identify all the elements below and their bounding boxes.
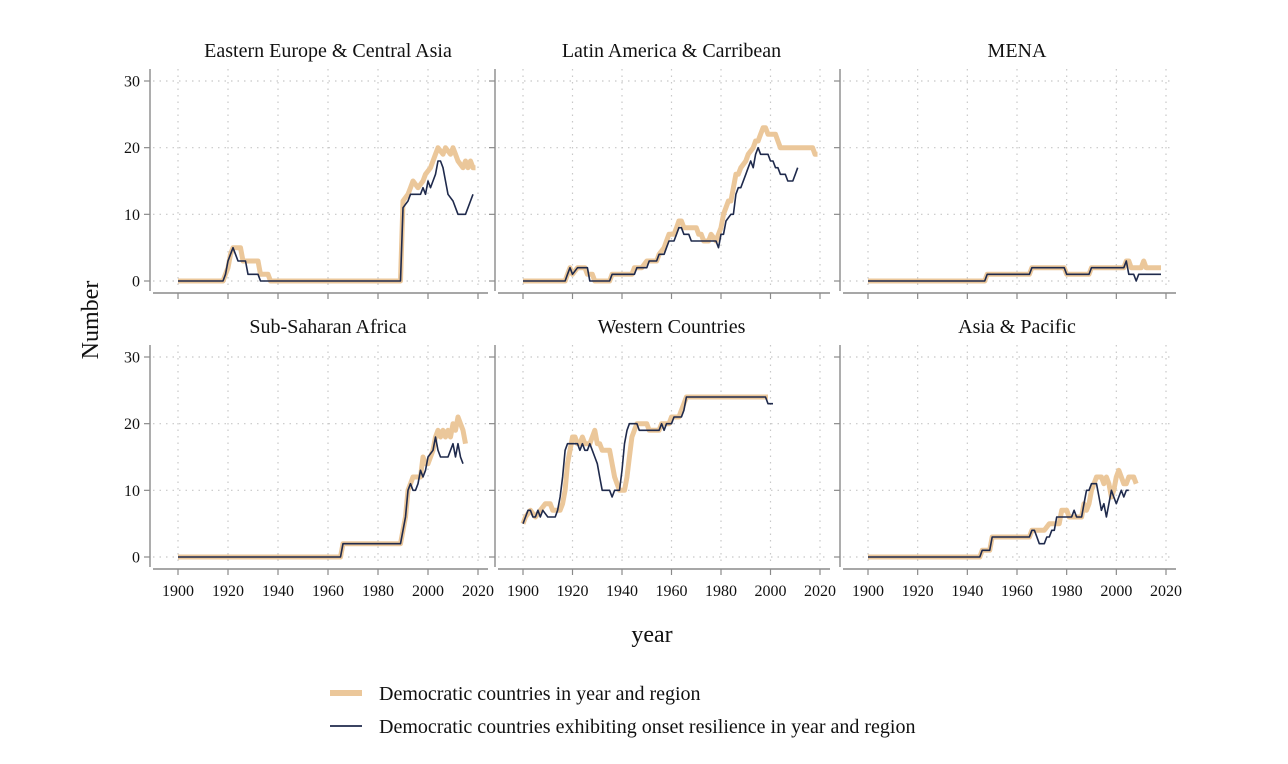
legend-label-total: Democratic countries in year and region bbox=[379, 683, 701, 705]
legend-label-resilient: Democratic countries exhibiting onset re… bbox=[379, 716, 915, 738]
panel-title: Sub-Saharan Africa bbox=[249, 316, 406, 338]
x-tick-label: 1940 bbox=[951, 583, 983, 600]
chart-legend: Democratic countries in year and region D… bbox=[330, 683, 915, 738]
x-tick-label: 1960 bbox=[312, 583, 344, 600]
series-line-total bbox=[178, 414, 468, 560]
x-tick-label: 1940 bbox=[262, 583, 294, 600]
panel: Sub-Saharan Africa 0 10 20 30 1900 1920 1940 196… bbox=[124, 316, 494, 600]
panel: Eastern Europe & Central Asia 0 10 20 30 bbox=[124, 40, 488, 299]
x-tick-label: 1960 bbox=[656, 583, 688, 600]
y-tick-label: 30 bbox=[124, 74, 140, 91]
x-tick-label: 1980 bbox=[362, 583, 394, 600]
x-tick-label: 1920 bbox=[902, 583, 934, 600]
y-axis-title: Number bbox=[78, 281, 104, 360]
series-line-resilient bbox=[868, 482, 1129, 558]
panel-title: Latin America & Carribean bbox=[562, 40, 781, 62]
x-tick-label: 1920 bbox=[212, 583, 244, 600]
panel: Latin America & Carribean bbox=[489, 40, 830, 299]
x-tick-label: 2020 bbox=[804, 583, 836, 600]
panel: Western Countries 1900 1920 1940 1960 1980 200… bbox=[489, 316, 836, 600]
x-tick-label: 2000 bbox=[1100, 583, 1132, 600]
x-tick-label: 1900 bbox=[852, 583, 884, 600]
series-line-total bbox=[868, 258, 1161, 284]
series-line-resilient bbox=[178, 160, 474, 282]
x-tick-label: 2000 bbox=[755, 583, 787, 600]
x-axis-title: year bbox=[631, 622, 672, 648]
x-tick-label: 1920 bbox=[557, 583, 589, 600]
y-tick-label: 20 bbox=[124, 140, 140, 157]
y-tick-label: 10 bbox=[124, 483, 140, 500]
panel-title: MENA bbox=[988, 40, 1047, 62]
x-tick-label: 1900 bbox=[162, 583, 194, 600]
panel-title: Asia & Pacific bbox=[958, 316, 1076, 338]
series-line-total bbox=[178, 145, 476, 284]
series-line-total bbox=[520, 394, 768, 525]
series-line-resilient bbox=[522, 396, 773, 524]
series-line-resilient bbox=[523, 146, 799, 282]
panel-title: Western Countries bbox=[598, 316, 746, 338]
x-tick-label: 1980 bbox=[705, 583, 737, 600]
chart-panels: Eastern Europe & Central Asia 0 10 20 30 Lati… bbox=[124, 40, 1182, 600]
panel-title: Eastern Europe & Central Asia bbox=[204, 40, 452, 62]
panel: MENA bbox=[834, 40, 1176, 299]
y-tick-label: 0 bbox=[132, 550, 140, 567]
series-line-total bbox=[523, 125, 818, 284]
x-tick-label: 1980 bbox=[1051, 583, 1083, 600]
x-tick-label: 2020 bbox=[462, 583, 494, 600]
series-line-resilient bbox=[178, 436, 464, 558]
panel: Asia & Pacific 1900 1920 1940 1960 1980 2000 20… bbox=[834, 316, 1182, 600]
x-tick-label: 1960 bbox=[1001, 583, 1033, 600]
x-tick-label: 2020 bbox=[1150, 583, 1182, 600]
y-tick-label: 0 bbox=[132, 274, 140, 291]
series-line-resilient bbox=[868, 260, 1161, 282]
x-tick-label: 1900 bbox=[507, 583, 539, 600]
y-tick-label: 10 bbox=[124, 207, 140, 224]
x-tick-label: 2000 bbox=[412, 583, 444, 600]
y-tick-label: 30 bbox=[124, 350, 140, 367]
y-tick-label: 20 bbox=[124, 416, 140, 433]
x-tick-label: 1940 bbox=[606, 583, 638, 600]
